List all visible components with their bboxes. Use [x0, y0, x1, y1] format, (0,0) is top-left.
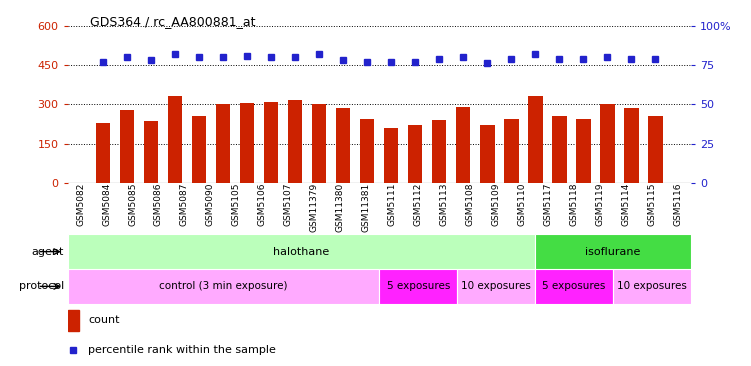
- Bar: [457, 269, 535, 304]
- Text: GSM5090: GSM5090: [206, 183, 215, 227]
- Text: GSM5105: GSM5105: [232, 183, 241, 227]
- Text: GSM5113: GSM5113: [439, 183, 448, 227]
- Text: isoflurane: isoflurane: [585, 247, 641, 257]
- Bar: [384, 128, 399, 183]
- Text: percentile rank within the sample: percentile rank within the sample: [89, 345, 276, 355]
- Text: 5 exposures: 5 exposures: [387, 281, 450, 291]
- Text: GSM5114: GSM5114: [622, 183, 631, 227]
- Bar: [432, 120, 447, 183]
- Bar: [535, 269, 613, 304]
- Text: control (3 min exposure): control (3 min exposure): [159, 281, 288, 291]
- Bar: [68, 310, 79, 331]
- Bar: [240, 103, 255, 183]
- Bar: [288, 100, 303, 183]
- Text: GSM5107: GSM5107: [284, 183, 293, 227]
- Text: GDS364 / rc_AA800881_at: GDS364 / rc_AA800881_at: [90, 15, 255, 28]
- Bar: [192, 116, 207, 183]
- Bar: [624, 108, 638, 183]
- Text: protocol: protocol: [19, 281, 64, 291]
- Text: count: count: [89, 315, 119, 325]
- Text: GSM5108: GSM5108: [466, 183, 475, 227]
- Text: GSM11379: GSM11379: [310, 183, 319, 232]
- Text: GSM5087: GSM5087: [180, 183, 189, 227]
- Text: GSM5085: GSM5085: [128, 183, 137, 227]
- Bar: [600, 104, 614, 183]
- Bar: [648, 116, 662, 183]
- Bar: [312, 104, 327, 183]
- Bar: [68, 234, 535, 269]
- Text: GSM5106: GSM5106: [258, 183, 267, 227]
- Text: 5 exposures: 5 exposures: [542, 281, 606, 291]
- Text: GSM5112: GSM5112: [414, 183, 423, 227]
- Text: GSM5118: GSM5118: [569, 183, 578, 227]
- Bar: [408, 125, 423, 183]
- Text: GSM11380: GSM11380: [336, 183, 345, 232]
- Bar: [216, 104, 231, 183]
- Text: GSM5082: GSM5082: [76, 183, 85, 227]
- Text: GSM5115: GSM5115: [647, 183, 656, 227]
- Text: GSM5110: GSM5110: [517, 183, 526, 227]
- Bar: [68, 269, 379, 304]
- Text: GSM5086: GSM5086: [154, 183, 163, 227]
- Text: agent: agent: [32, 247, 64, 257]
- Bar: [576, 119, 590, 183]
- Bar: [144, 122, 158, 183]
- Text: GSM5109: GSM5109: [492, 183, 501, 227]
- Bar: [480, 125, 494, 183]
- Bar: [360, 119, 375, 183]
- Text: GSM5119: GSM5119: [596, 183, 605, 227]
- Text: GSM11381: GSM11381: [362, 183, 371, 232]
- Text: GSM5111: GSM5111: [388, 183, 397, 227]
- Bar: [336, 108, 351, 183]
- Text: GSM5116: GSM5116: [674, 183, 683, 227]
- Bar: [168, 96, 182, 183]
- Bar: [456, 107, 470, 183]
- Bar: [264, 102, 279, 183]
- Bar: [379, 269, 457, 304]
- Bar: [96, 123, 110, 183]
- Text: 10 exposures: 10 exposures: [617, 281, 687, 291]
- Bar: [120, 109, 134, 183]
- Text: halothane: halothane: [273, 247, 330, 257]
- Text: GSM5084: GSM5084: [102, 183, 111, 227]
- Bar: [552, 116, 566, 183]
- Text: GSM5117: GSM5117: [544, 183, 553, 227]
- Bar: [528, 96, 542, 183]
- Text: 10 exposures: 10 exposures: [461, 281, 531, 291]
- Bar: [535, 234, 691, 269]
- Bar: [613, 269, 691, 304]
- Bar: [504, 119, 518, 183]
